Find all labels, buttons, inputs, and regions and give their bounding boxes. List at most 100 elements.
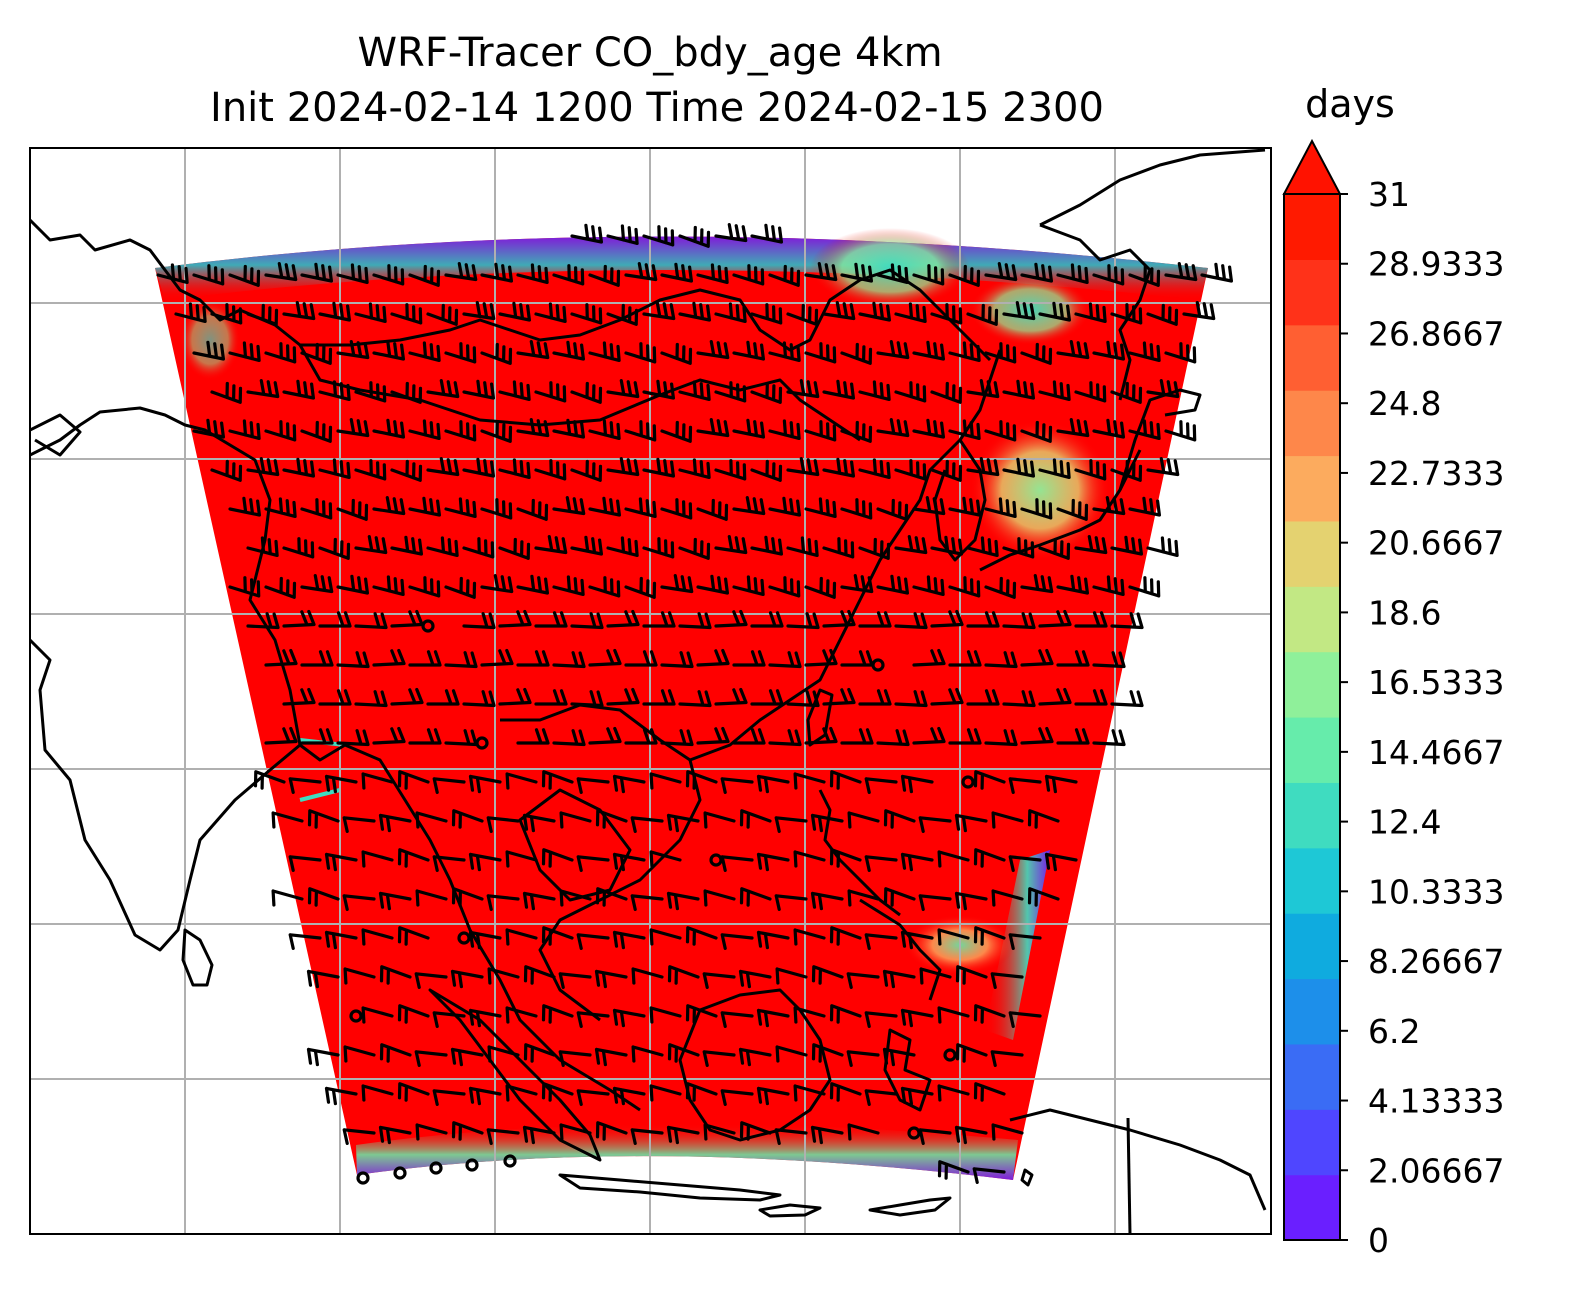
wind-barb	[354, 381, 387, 403]
wind-barb	[1056, 498, 1089, 521]
wind-barb	[876, 340, 910, 360]
wind-barb	[948, 496, 981, 517]
persian-gulf	[30, 413, 82, 457]
wind-barb	[756, 1086, 790, 1106]
wind-barb	[264, 648, 298, 667]
wind-barb	[498, 687, 532, 706]
wind-barb	[498, 380, 531, 401]
wind-barb	[324, 930, 358, 950]
wind-barb	[318, 689, 352, 706]
colorbar-segment	[1284, 1043, 1340, 1110]
wind-barb	[372, 340, 405, 361]
wind-barb	[685, 1082, 718, 1102]
wind-barb	[300, 498, 333, 520]
wind-barb	[732, 650, 766, 667]
india-north	[30, 406, 302, 746]
wind-barb	[480, 648, 514, 667]
wind-barb	[588, 341, 621, 362]
wind-barb	[840, 342, 873, 365]
wind-barb	[606, 457, 640, 477]
wind-barb	[271, 811, 304, 829]
wind-barb	[1038, 687, 1072, 706]
wind-barb	[750, 535, 783, 556]
wind-barb	[793, 928, 826, 946]
philippines-luzon	[818, 789, 901, 917]
wind-barb	[426, 689, 460, 706]
wind-barb	[732, 418, 765, 439]
burma-thai-coast	[299, 743, 641, 1112]
wind-barb	[739, 1121, 772, 1141]
wind-barb	[397, 1082, 430, 1102]
gulf-thailand	[518, 788, 632, 902]
wind-barb	[271, 889, 304, 907]
wind-barb	[192, 418, 225, 439]
wind-barb	[246, 536, 279, 557]
colorbar-tick-label: 10.3333	[1368, 872, 1504, 911]
wind-barb	[379, 965, 412, 985]
wind-barb	[937, 928, 970, 946]
wind-barb	[498, 458, 531, 479]
wind-barb	[756, 852, 790, 872]
wind-barb	[972, 1167, 1006, 1184]
wind-barb	[523, 1043, 556, 1063]
wind-barb	[228, 419, 261, 440]
wind-barb	[793, 850, 826, 868]
south-edge-low-age	[356, 1123, 1018, 1180]
wind-barb	[1027, 809, 1060, 829]
wind-barb	[768, 576, 801, 598]
wind-barb	[306, 1047, 340, 1067]
wind-barb	[840, 728, 874, 745]
wind-barb	[588, 576, 621, 598]
wind-barb	[829, 1082, 862, 1102]
wind-barb	[739, 887, 772, 907]
wind-barb	[612, 930, 646, 950]
wind-barb	[696, 418, 730, 438]
wind-barb	[918, 894, 952, 911]
wind-barb	[984, 262, 1018, 282]
wind-barb	[1092, 496, 1126, 516]
wind-barb	[973, 1082, 1006, 1102]
calm-wind-circle	[393, 1166, 407, 1180]
wind-barb	[720, 933, 754, 950]
wind-barb	[1038, 458, 1071, 479]
wind-barb	[552, 264, 585, 286]
colorbar-segments	[1284, 194, 1340, 1241]
wind-barb	[318, 380, 351, 401]
wind-barb	[1008, 855, 1042, 872]
colorbar: days 0 2.06667 4.13333 6.2 8.26667 10.3333 12.…	[1282, 82, 1504, 1260]
wind-barb	[559, 1123, 592, 1141]
wind-barbs	[156, 223, 1233, 1185]
wind-barb	[1146, 457, 1180, 477]
wind-barb	[300, 420, 333, 443]
colorbar-segment	[1284, 1109, 1340, 1176]
wind-barb	[900, 1008, 934, 1028]
wind-barb	[288, 777, 322, 794]
wind-barb	[703, 1123, 736, 1141]
wind-barb	[900, 1086, 934, 1106]
wind-barb	[1002, 612, 1036, 630]
wind-barb	[552, 418, 585, 439]
china-mongolia-border	[300, 268, 992, 362]
colorbar-segment	[1284, 324, 1340, 391]
wind-barb	[462, 690, 496, 708]
wind-barb	[570, 381, 603, 404]
calm-wind-circle	[907, 1126, 921, 1140]
wind-barb	[1056, 574, 1089, 595]
wind-barb	[570, 612, 604, 630]
map-panel	[29, 147, 1272, 1235]
wind-barb	[774, 894, 808, 911]
wind-barb	[192, 264, 225, 286]
wind-barb	[426, 379, 460, 399]
wind-barb	[379, 1043, 412, 1063]
wind-barb	[678, 225, 711, 248]
wind-barb	[541, 1082, 574, 1102]
wind-barb	[1044, 852, 1078, 872]
wind-barb	[372, 496, 406, 516]
colorbar-segment	[1284, 259, 1340, 326]
wind-barb	[300, 650, 334, 667]
wind-barb	[793, 772, 826, 790]
wind-barb	[432, 855, 466, 872]
wind-barb	[378, 891, 412, 911]
colorbar-tick-label: 8.26667	[1368, 942, 1504, 981]
wind-barb	[642, 611, 676, 628]
